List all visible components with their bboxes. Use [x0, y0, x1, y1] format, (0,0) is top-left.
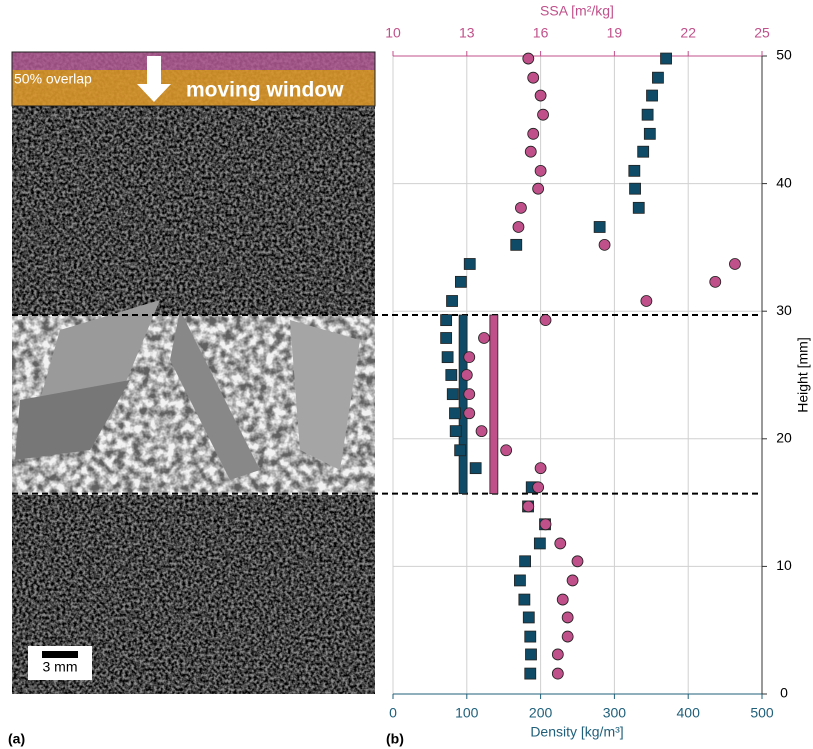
panel-label: (b): [386, 731, 404, 747]
density-point: [449, 425, 462, 438]
ssa-point: [463, 388, 476, 401]
density-point: [643, 127, 656, 140]
ssa-point: [463, 351, 476, 364]
ssa-point: [524, 145, 537, 158]
ssa-point: [539, 314, 552, 327]
x-axis-title: Density [kg/m³]: [530, 724, 623, 740]
x-tick-label: 200: [529, 705, 553, 721]
ssa-point: [522, 52, 535, 65]
density-point: [446, 295, 458, 307]
density-point: [652, 71, 664, 84]
density-point: [454, 444, 467, 457]
density-point: [522, 611, 535, 624]
x-tick-label: 400: [677, 705, 701, 721]
x2-tick-label: 13: [459, 25, 475, 41]
ssa-point: [556, 593, 569, 606]
density-point: [646, 89, 658, 102]
ssa-point: [463, 407, 476, 420]
x2-tick-label: 19: [607, 25, 623, 41]
density-point: [641, 108, 654, 121]
y-tick-label: 20: [776, 430, 792, 446]
ssa-point: [551, 648, 564, 661]
density-point: [454, 275, 467, 288]
ssa-point: [729, 258, 741, 270]
ssa-point: [709, 275, 722, 288]
y-tick-label: 50: [776, 47, 792, 63]
density-point: [463, 258, 476, 270]
density-point: [440, 332, 453, 344]
density-point: [445, 369, 458, 381]
density-point: [637, 145, 650, 158]
ssa-point: [640, 295, 653, 307]
ssa-point: [522, 500, 535, 513]
density-point: [510, 238, 523, 251]
ssa-point: [534, 462, 547, 475]
density-point: [629, 182, 641, 195]
panel-label: (a): [8, 731, 25, 747]
ssa-point: [566, 574, 579, 587]
density-point: [533, 537, 546, 550]
x-tick-label: 0: [389, 705, 397, 721]
y-tick-label: 30: [776, 302, 792, 318]
ssa-point: [534, 164, 547, 177]
overlap-label: 50% overlap: [14, 71, 92, 87]
x-tick-label: 300: [603, 705, 627, 721]
ssa-point: [534, 89, 547, 102]
ssa-point: [571, 555, 584, 568]
y-axis-title: Height [mm]: [795, 337, 811, 412]
ssa-point: [551, 667, 564, 680]
ssa-point: [527, 71, 540, 84]
ssa-point: [561, 611, 574, 624]
ssa-point: [532, 182, 545, 195]
density-point: [441, 351, 454, 364]
x2-axis-title: SSA [m²/kg]: [540, 3, 614, 19]
x2-tick-label: 22: [680, 25, 696, 41]
x2-tick-label: 10: [385, 25, 401, 41]
ssa-point: [532, 481, 545, 494]
x-tick-label: 500: [750, 705, 774, 721]
density-point: [660, 52, 672, 65]
y-tick-label: 10: [776, 557, 792, 573]
ssa-point: [598, 238, 611, 251]
density-point: [632, 201, 645, 214]
density-point: [524, 667, 537, 680]
ssa-point: [512, 221, 525, 233]
ssa-point: [460, 369, 473, 381]
density-point: [469, 462, 482, 475]
density-point: [593, 221, 606, 233]
ssa-point: [478, 332, 490, 344]
density-point: [525, 648, 537, 661]
ssa-point: [561, 630, 574, 643]
window-mean-bar: [458, 314, 468, 495]
density-point: [519, 555, 532, 568]
ssa-point: [539, 518, 552, 531]
y-tick-label: 40: [776, 174, 792, 190]
density-point: [628, 164, 641, 177]
ssa-point: [527, 127, 540, 140]
density-point: [446, 388, 459, 401]
x-tick-label: 100: [455, 705, 479, 721]
density-point: [518, 593, 531, 606]
scale-bar-label: 3 mm: [43, 659, 78, 675]
ssa-point: [515, 201, 527, 214]
ssa-point: [475, 425, 488, 438]
y-tick-label: 0: [780, 685, 788, 701]
ssa-point: [554, 537, 567, 550]
ssa-point: [537, 108, 549, 121]
window-label: moving window: [186, 79, 344, 102]
window-mean-bar: [489, 314, 499, 495]
x2-tick-label: 16: [533, 25, 549, 41]
density-point: [449, 407, 461, 420]
density-point: [524, 630, 537, 643]
ssa-point: [500, 444, 513, 457]
density-point: [514, 574, 526, 587]
density-point: [440, 314, 453, 327]
ct-image: 50% overlap moving window 3 mm (a): [8, 51, 376, 747]
x2-tick-label: 25: [754, 25, 770, 41]
